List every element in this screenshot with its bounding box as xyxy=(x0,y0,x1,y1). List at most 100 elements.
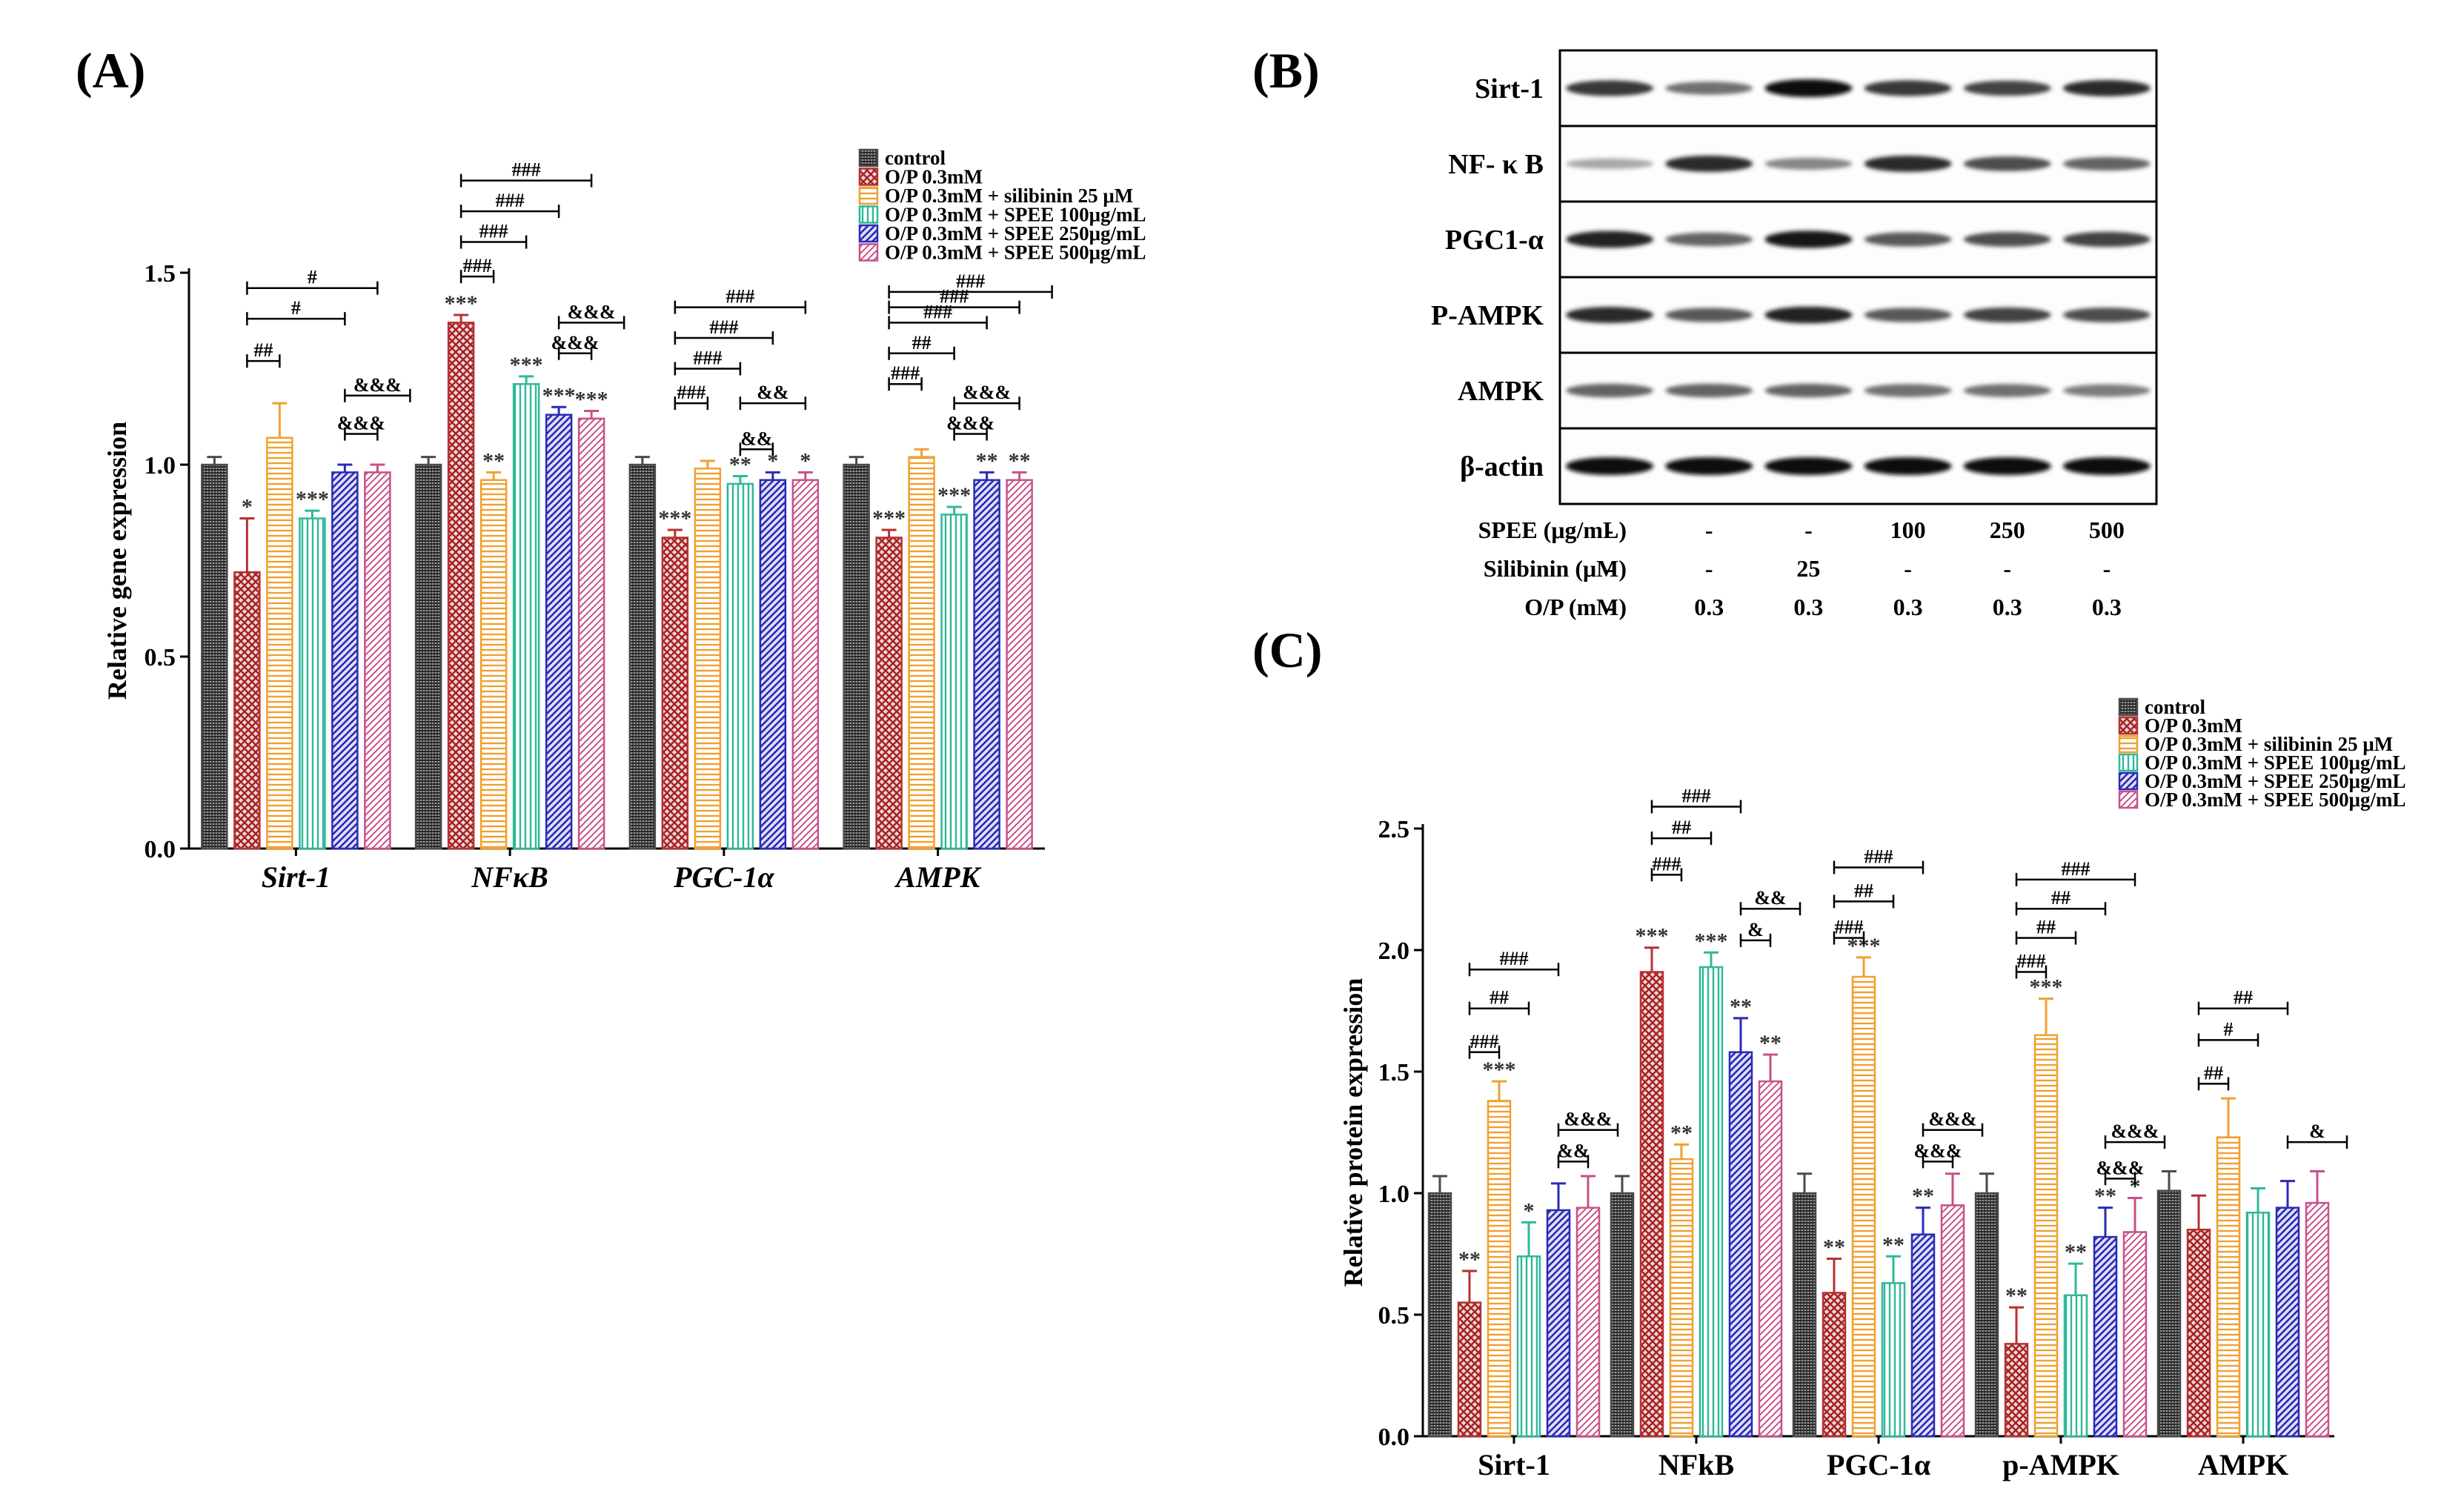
comparison-label: ### xyxy=(1500,948,1529,969)
bar xyxy=(201,463,228,850)
comparison-label: &&& xyxy=(963,382,1011,403)
significance-label: *** xyxy=(296,487,329,511)
bar xyxy=(1546,1209,1571,1438)
blot-band xyxy=(2062,308,2151,322)
legend-swatch xyxy=(858,148,879,167)
legend-label: O/P 0.3mM + SPEE 100μg/mL xyxy=(2145,751,2405,774)
significance-label: *** xyxy=(658,506,691,531)
comparison-label: # xyxy=(2224,1018,2234,1040)
comparison-label: ### xyxy=(1653,853,1681,874)
y-tick-label: 0.0 xyxy=(145,836,176,863)
comparison-label: ## xyxy=(1490,987,1509,1009)
blot-band xyxy=(2062,384,2151,397)
comparison-label: && xyxy=(740,428,772,449)
bar xyxy=(1639,971,1664,1438)
comparison-label: &&& xyxy=(353,374,402,396)
category-label: NFkB xyxy=(1658,1448,1734,1481)
bar xyxy=(1006,479,1033,850)
comparison-label: ### xyxy=(512,159,541,181)
bar xyxy=(759,479,787,850)
panel-label-c: (C) xyxy=(1252,622,1322,678)
condition-value: - xyxy=(1606,555,1614,582)
comparison-label: ### xyxy=(693,348,722,369)
bar xyxy=(1974,1192,1999,1438)
bar xyxy=(2004,1343,2029,1438)
significance-label: ** xyxy=(1009,448,1031,473)
comparison-label: ### xyxy=(891,362,920,384)
comparison-label: ## xyxy=(1854,880,1873,901)
panel-label-a: (A) xyxy=(76,42,145,99)
blot-band xyxy=(1864,457,1952,475)
significance-label: * xyxy=(767,448,778,473)
bar xyxy=(2305,1201,2330,1438)
comparison-label: ### xyxy=(1682,785,1711,806)
significance-label: ** xyxy=(976,448,998,473)
condition-value: 25 xyxy=(1796,555,1820,582)
significance-label: * xyxy=(242,495,253,520)
bar xyxy=(1516,1255,1541,1438)
condition-value: - xyxy=(2103,555,2111,582)
bar xyxy=(479,479,508,850)
comparison-label: ### xyxy=(463,255,492,276)
bar xyxy=(1940,1204,1965,1438)
significance-label: ** xyxy=(482,448,505,473)
bar xyxy=(1427,1192,1452,1438)
comparison-label: ## xyxy=(2234,987,2253,1009)
legend-swatch xyxy=(858,224,879,243)
comparison-label: ## xyxy=(912,332,932,353)
legend-swatch xyxy=(858,243,879,262)
bar xyxy=(908,456,935,850)
bar xyxy=(447,322,475,850)
comparison-label: ### xyxy=(2017,951,2046,972)
category-label: PGC-1α xyxy=(673,860,774,894)
y-tick-label: 1.0 xyxy=(1378,1181,1410,1208)
comparison-label: ### xyxy=(940,286,969,308)
bar xyxy=(2122,1231,2148,1438)
significance-label: *** xyxy=(510,353,543,377)
blot-band xyxy=(1665,232,1753,247)
legend-swatch xyxy=(2118,753,2139,772)
bar xyxy=(266,437,293,850)
legend-label: O/P 0.3mM + SPEE 250μg/mL xyxy=(885,222,1146,245)
y-tick-label: 2.0 xyxy=(1378,937,1410,965)
blot-band xyxy=(1566,80,1654,96)
blot-row-label: NF- κ B xyxy=(1448,149,1544,180)
blot-band xyxy=(2062,156,2151,171)
significance-label: *** xyxy=(937,483,971,508)
comparison-label: &&& xyxy=(946,413,994,434)
comparison-label: &&& xyxy=(1914,1140,1962,1161)
bar xyxy=(2245,1211,2271,1438)
significance-label: * xyxy=(2130,1175,2141,1199)
blot-band xyxy=(2062,457,2151,475)
y-axis-label: Relative gene expression xyxy=(102,422,132,700)
comparison-label: &&& xyxy=(2096,1157,2145,1178)
bar xyxy=(364,471,391,850)
comparison-label: ### xyxy=(1470,1031,1499,1052)
panel-label-b: (B) xyxy=(1252,42,1320,99)
legend-label: O/P 0.3mM + SPEE 250μg/mL xyxy=(2145,770,2405,792)
legend-swatch xyxy=(858,186,879,205)
bar xyxy=(1792,1192,1817,1438)
bar xyxy=(545,414,573,850)
significance-label: *** xyxy=(1483,1058,1516,1082)
condition-label: SPEE (μg/mL) xyxy=(1478,517,1627,543)
bar xyxy=(726,482,754,850)
category-label: p-AMPK xyxy=(2002,1448,2119,1481)
comparison-label: &&& xyxy=(2111,1121,2159,1142)
comparison-label: ## xyxy=(2051,887,2071,909)
condition-value: 0.3 xyxy=(1694,594,1724,620)
comparison-label: && xyxy=(757,382,788,403)
comparison-label: && xyxy=(1754,887,1786,909)
bar xyxy=(512,382,540,850)
condition-value: 0.3 xyxy=(1893,594,1923,620)
bar xyxy=(299,517,326,850)
bar xyxy=(1610,1192,1635,1438)
significance-label: *** xyxy=(1636,924,1669,949)
significance-label: *** xyxy=(2030,975,2063,1000)
condition-label: O/P (mM) xyxy=(1524,594,1627,620)
y-tick-label: 0.0 xyxy=(1378,1424,1410,1451)
legend-label: O/P 0.3mM + SPEE 100μg/mL xyxy=(885,204,1146,226)
legend-swatch xyxy=(2118,790,2139,809)
blot-band xyxy=(1764,383,1853,398)
